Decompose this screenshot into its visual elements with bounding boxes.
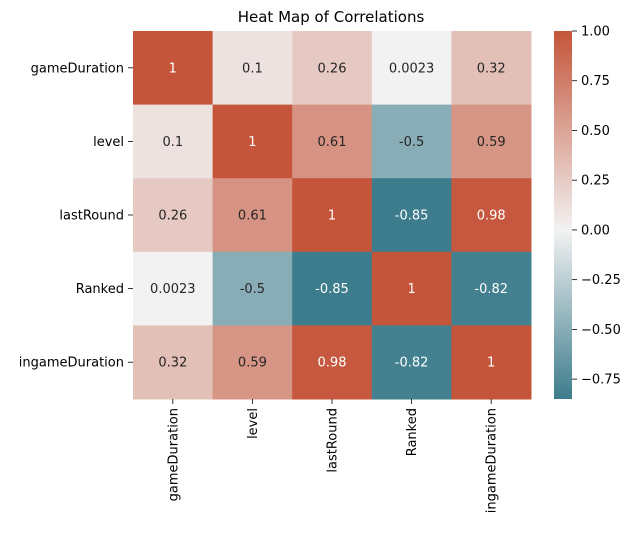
y-tick-label: Ranked — [76, 282, 124, 297]
cell-value-label: 0.1 — [242, 61, 263, 76]
x-tick-label: level — [246, 408, 261, 439]
y-axis: gameDuration level lastRound Ranked ingameDu… — [19, 61, 133, 371]
heatmap-cell — [292, 325, 373, 400]
y-tick-label: ingameDuration — [19, 356, 124, 371]
heatmap-cell — [133, 325, 214, 400]
heatmap-cell — [292, 178, 373, 253]
heatmap-cell — [371, 325, 452, 400]
cell-value-label: 0.59 — [477, 135, 506, 150]
y-tick-label: level — [93, 135, 124, 150]
heatmap-cell — [133, 178, 214, 253]
x-tick-label: gameDuration — [166, 408, 181, 501]
heatmap-cell — [133, 104, 214, 179]
y-tick-label: gameDuration — [31, 61, 124, 76]
colorbar-tick-label: 0.25 — [581, 174, 610, 189]
cell-value-label: 0.26 — [318, 61, 347, 76]
cell-value-label: 0.98 — [318, 356, 347, 371]
heatmap-cell — [451, 325, 532, 400]
heatmap-cell — [371, 31, 452, 106]
colorbar-tick-label: −0.25 — [581, 273, 621, 288]
heatmap-cell — [371, 251, 452, 326]
heatmap-cell — [212, 104, 293, 179]
y-tick-label: lastRound — [59, 209, 124, 224]
colorbar-tick-label: 0.75 — [581, 74, 610, 89]
heatmap-cell — [133, 251, 214, 326]
cell-value-label: 0.26 — [158, 209, 187, 224]
heatmap-cell — [371, 104, 452, 179]
heatmap-cell — [292, 251, 373, 326]
chart-title: Heat Map of Correlations — [238, 8, 425, 26]
colorbar-gradient — [554, 31, 572, 399]
cell-value-label: 1 — [328, 209, 336, 224]
colorbar-tick-label: 0.50 — [581, 124, 610, 139]
heatmap-cell — [371, 178, 452, 253]
heatmap-cell — [451, 104, 532, 179]
x-tick-label: Ranked — [405, 408, 420, 456]
heatmap-cell — [292, 31, 373, 106]
cell-value-label: 1 — [169, 61, 177, 76]
cell-value-label: 0.0023 — [389, 61, 435, 76]
heatmap-cell — [451, 178, 532, 253]
heatmap-cell — [212, 325, 293, 400]
cell-value-label: -0.82 — [474, 282, 508, 297]
cell-value-label: -0.5 — [240, 282, 265, 297]
cell-value-label: 0.32 — [477, 61, 506, 76]
cell-value-label: 0.0023 — [150, 282, 196, 297]
cell-value-label: 1 — [487, 356, 495, 371]
heatmap-cell — [212, 31, 293, 106]
heatmap-cell — [451, 31, 532, 106]
heatmap-cells: 1 0.1 0.26 0.0023 0.32 0.1 1 0.61 -0.5 0.59 0.26 0.… — [133, 31, 532, 400]
x-tick-label: ingameDuration — [485, 408, 500, 513]
x-tick-label: lastRound — [326, 408, 341, 473]
cell-value-label: 1 — [248, 135, 256, 150]
cell-value-label: 0.98 — [477, 209, 506, 224]
colorbar-tick-label: 0.00 — [581, 223, 610, 238]
cell-value-label: 0.61 — [238, 209, 267, 224]
cell-value-label: 1 — [407, 282, 415, 297]
heatmap-cell — [212, 178, 293, 253]
cell-value-label: 0.61 — [318, 135, 347, 150]
colorbar-tick-label: −0.50 — [581, 323, 621, 338]
cell-value-label: 0.1 — [162, 135, 183, 150]
colorbar: 1.00 0.75 0.50 0.25 0.00 −0.25 −0.50 −0.75 — [554, 25, 621, 399]
cell-value-label: -0.82 — [395, 356, 429, 371]
heatmap-cell — [133, 31, 214, 106]
heatmap-cell — [451, 251, 532, 326]
cell-value-label: 0.59 — [238, 356, 267, 371]
cell-value-label: -0.85 — [395, 209, 429, 224]
colorbar-tick-label: 1.00 — [581, 25, 610, 40]
x-axis: gameDuration level lastRound Ranked ingameDu… — [166, 399, 500, 513]
cell-value-label: -0.85 — [315, 282, 349, 297]
heatmap-cell — [292, 104, 373, 179]
cell-value-label: -0.5 — [399, 135, 424, 150]
cell-value-label: 0.32 — [158, 356, 187, 371]
heatmap-cell — [212, 251, 293, 326]
colorbar-tick-label: −0.75 — [581, 373, 621, 388]
